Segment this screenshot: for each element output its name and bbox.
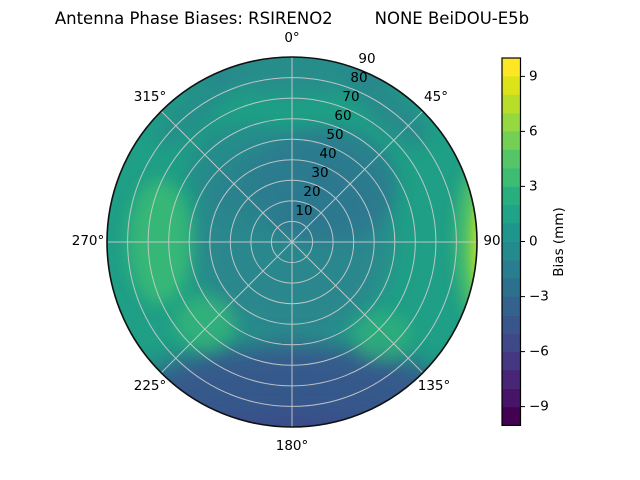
angular-tick-labels: 0° 45° 90 135° 180° 225° 270° 315° [72, 30, 501, 454]
angular-tick-label-225: 225° [134, 378, 167, 394]
radial-tick-label-30: 30 [311, 165, 328, 181]
heatmap-region-inner-dark-nw [188, 125, 308, 215]
colorbar-segment [502, 186, 521, 206]
angular-tick-label-0: 0° [284, 30, 299, 46]
colorbar-segment [502, 388, 521, 408]
colorbar-segment [502, 94, 521, 114]
colorbar-segment [502, 278, 521, 298]
colorbar-tick-label-9: 9 [529, 68, 538, 84]
radial-tick-labels: 10 20 30 40 50 60 70 80 90 [295, 51, 375, 219]
colorbar-segment [502, 113, 521, 132]
angular-tick-label-45: 45° [424, 89, 448, 105]
radial-tick-label-90: 90 [358, 51, 375, 67]
colorbar-segment [502, 58, 521, 77]
colorbar-segment [502, 333, 521, 353]
colorbar-segment [502, 149, 521, 169]
colorbar-tick-labels: 9 6 3 0 −3 −6 −9 [529, 68, 549, 414]
radial-tick-label-80: 80 [350, 70, 367, 86]
angular-tick-label-315: 315° [134, 89, 167, 105]
polar-outline [106, 56, 478, 428]
heatmap-region-right-mid-green [352, 312, 412, 362]
radial-tick-label-70: 70 [342, 89, 359, 105]
colorbar-segment [502, 351, 521, 371]
colorbar-segment [502, 241, 521, 261]
colorbar-segment [502, 76, 521, 95]
colorbar-tick-label-0: 0 [529, 234, 538, 250]
radial-tick-label-40: 40 [319, 146, 336, 162]
colorbar-axis-label: Bias (mm) [551, 207, 567, 276]
colorbar-tick-label-3: 3 [529, 178, 538, 194]
radial-tick-label-10: 10 [295, 203, 312, 219]
chart-title: Antenna Phase Biases: RSIRENO2 NONE BeiD… [54, 9, 530, 28]
radial-tick-label-50: 50 [326, 127, 343, 143]
colorbar-segment [502, 131, 521, 151]
colorbar-ticks [520, 75, 525, 408]
colorbar-segment [502, 407, 521, 426]
heatmap-region-rim-dark-ne [351, 70, 429, 148]
radial-tick-label-60: 60 [334, 108, 351, 124]
colorbar-tick-label-n6: −6 [529, 344, 549, 360]
colorbar-tick-label-n3: −3 [529, 289, 549, 305]
colorbar-segment [502, 315, 521, 334]
angular-tick-label-90: 90 [483, 233, 500, 249]
colorbar-segment [502, 204, 521, 224]
polar-grid [107, 57, 477, 427]
heatmap-region-rim-dark-nw [155, 70, 233, 148]
colorbar-segment [502, 168, 521, 187]
radial-tick-label-20: 20 [303, 184, 320, 200]
angular-tick-label-180: 180° [276, 438, 309, 454]
angular-tick-label-135: 135° [418, 378, 451, 394]
colorbar-segment [502, 296, 521, 316]
colorbar: 9 6 3 0 −3 −6 −9 Bias (mm) [501, 57, 567, 426]
colorbar-segments [502, 58, 521, 426]
colorbar-segment [502, 370, 521, 389]
colorbar-segment [502, 260, 521, 279]
angular-tick-label-270: 270° [72, 233, 105, 249]
colorbar-segment [502, 223, 521, 242]
polar-grid-spoke [160, 110, 424, 374]
colorbar-tick-label-n9: −9 [529, 399, 549, 415]
heatmap-region-left-low-bright [175, 295, 235, 351]
colorbar-tick-label-6: 6 [529, 123, 538, 139]
